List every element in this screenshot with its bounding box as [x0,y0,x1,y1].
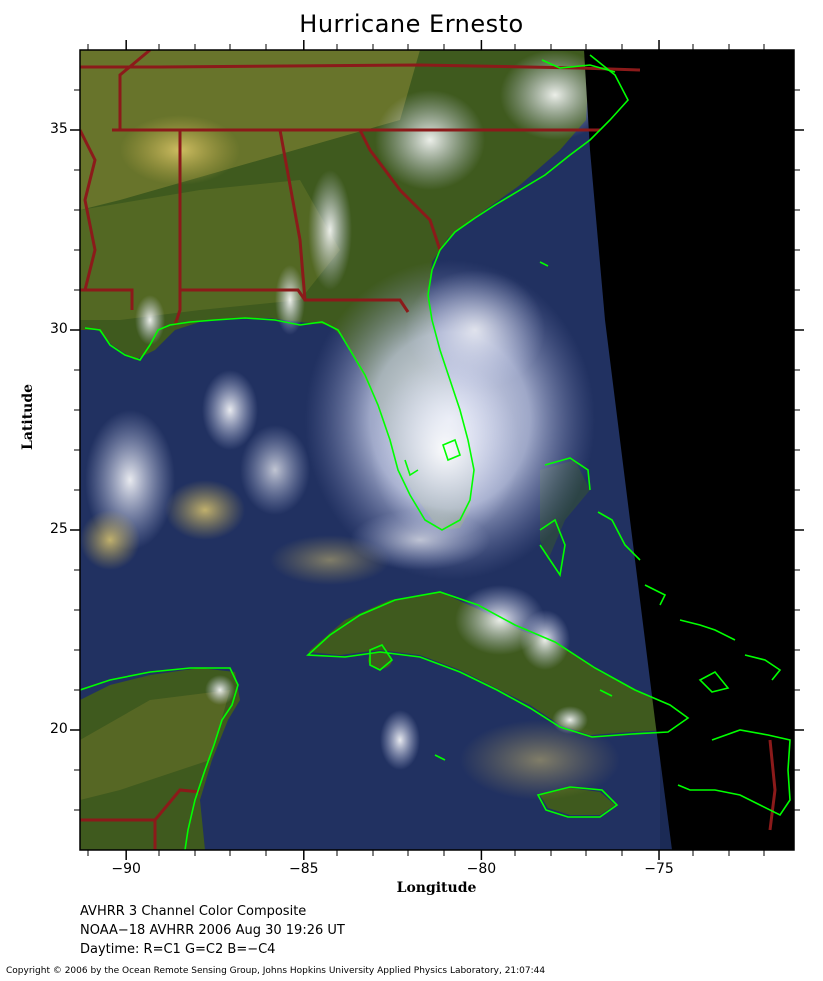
info-line-product: AVHRR 3 Channel Color Composite [80,904,307,919]
coastlines [80,54,791,850]
info-line-channels: Daytime: R=C1 G=C2 B=−C4 [80,942,276,957]
x-tick-label: −90 [111,861,141,877]
x-tick-label: −80 [466,861,497,877]
no-data-region [584,50,794,850]
cloud-cover [80,50,620,800]
y-tick-label: 30 [50,321,68,337]
y-tick-label: 20 [50,721,68,737]
state-borders [80,50,777,850]
x-tick-label: −75 [644,861,674,877]
y-tick-label: 25 [50,521,68,537]
info-line-satellite: NOAA−18 AVHRR 2006 Aug 30 19:26 UT [80,923,345,938]
minor-ticks [74,44,800,856]
info-block: AVHRR 3 Channel Color Composite NOAA−18 … [80,902,345,959]
y-axis-label: Latitude [20,383,36,450]
x-axis-label: Longitude [396,880,477,896]
hurricane-system [305,260,595,580]
y-tick-label: 35 [50,121,68,137]
x-tick-label: −85 [289,861,319,877]
copyright-notice: Copyright © 2006 by the Ocean Remote Sen… [6,966,546,976]
map-title: Hurricane Ernesto [299,10,524,38]
major-ticks [70,40,804,860]
land-cuba [308,592,682,735]
land-yucatan [80,668,240,850]
